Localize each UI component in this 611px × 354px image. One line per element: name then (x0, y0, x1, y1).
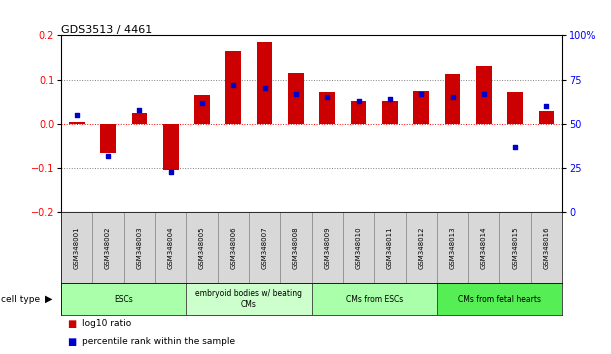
Point (541, 103, 551, 109)
Bar (155, 212, 186, 283)
Bar (343, 212, 375, 283)
Bar (69, 122, 84, 124)
Bar (288, 73, 304, 124)
Text: GSM348013: GSM348013 (450, 227, 456, 269)
Bar (406, 212, 437, 283)
Bar (320, 92, 335, 124)
Point (448, 95, 458, 100)
Text: ■: ■ (67, 319, 76, 329)
Text: GSM348001: GSM348001 (74, 227, 80, 269)
Bar (500, 212, 531, 283)
Point (197, 100, 207, 105)
Bar (131, 113, 147, 124)
Text: GSM348007: GSM348007 (262, 227, 268, 269)
Bar (186, 283, 312, 315)
Point (103, 153, 113, 159)
Bar (218, 212, 249, 283)
Text: GSM348016: GSM348016 (543, 227, 549, 269)
Point (229, 82, 238, 88)
Bar (507, 92, 523, 124)
Bar (61, 212, 92, 283)
Bar (92, 212, 123, 283)
Point (416, 91, 426, 97)
Text: ■: ■ (67, 337, 76, 347)
Bar (249, 212, 280, 283)
Text: cell type: cell type (1, 295, 40, 304)
Bar (194, 95, 210, 124)
Bar (123, 212, 155, 283)
Point (510, 144, 520, 150)
Bar (531, 212, 562, 283)
Bar (468, 212, 500, 283)
Text: GDS3513 / 4461: GDS3513 / 4461 (61, 25, 152, 35)
Text: ESCs: ESCs (114, 295, 133, 304)
Bar (280, 212, 312, 283)
Point (479, 91, 489, 97)
Bar (539, 110, 554, 124)
Bar (437, 212, 468, 283)
Point (291, 91, 301, 97)
Text: GSM348010: GSM348010 (356, 227, 362, 269)
Bar (414, 91, 429, 124)
Text: GSM348012: GSM348012 (418, 227, 424, 269)
Bar (61, 283, 186, 315)
Text: GSM348003: GSM348003 (136, 227, 142, 269)
Text: CMs from fetal hearts: CMs from fetal hearts (458, 295, 541, 304)
Bar (163, 124, 178, 170)
Bar (312, 212, 343, 283)
Point (323, 95, 332, 100)
Text: GSM348008: GSM348008 (293, 227, 299, 269)
Point (385, 96, 395, 102)
Bar (225, 51, 241, 124)
Bar (476, 66, 492, 124)
Bar (312, 283, 437, 315)
Bar (445, 74, 460, 124)
Point (354, 98, 364, 104)
Bar (437, 283, 562, 315)
Text: GSM348009: GSM348009 (324, 227, 331, 269)
Bar (351, 101, 367, 124)
Text: GSM348004: GSM348004 (167, 227, 174, 269)
Bar (257, 42, 273, 124)
Text: ▶: ▶ (45, 294, 52, 304)
Text: GSM348005: GSM348005 (199, 227, 205, 269)
Text: GSM348002: GSM348002 (105, 227, 111, 269)
Point (166, 169, 175, 175)
Text: log10 ratio: log10 ratio (82, 319, 132, 329)
Text: percentile rank within the sample: percentile rank within the sample (82, 337, 236, 346)
Bar (186, 212, 218, 283)
Point (134, 107, 144, 113)
Text: GSM348006: GSM348006 (230, 227, 236, 269)
Point (72, 112, 82, 118)
Bar (374, 212, 406, 283)
Bar (100, 124, 116, 153)
Text: GSM348014: GSM348014 (481, 227, 487, 269)
Text: GSM348015: GSM348015 (512, 227, 518, 269)
Bar (382, 101, 398, 124)
Text: CMs from ESCs: CMs from ESCs (346, 295, 403, 304)
Text: GSM348011: GSM348011 (387, 227, 393, 269)
Text: embryoid bodies w/ beating
CMs: embryoid bodies w/ beating CMs (196, 290, 302, 309)
Point (260, 86, 269, 91)
